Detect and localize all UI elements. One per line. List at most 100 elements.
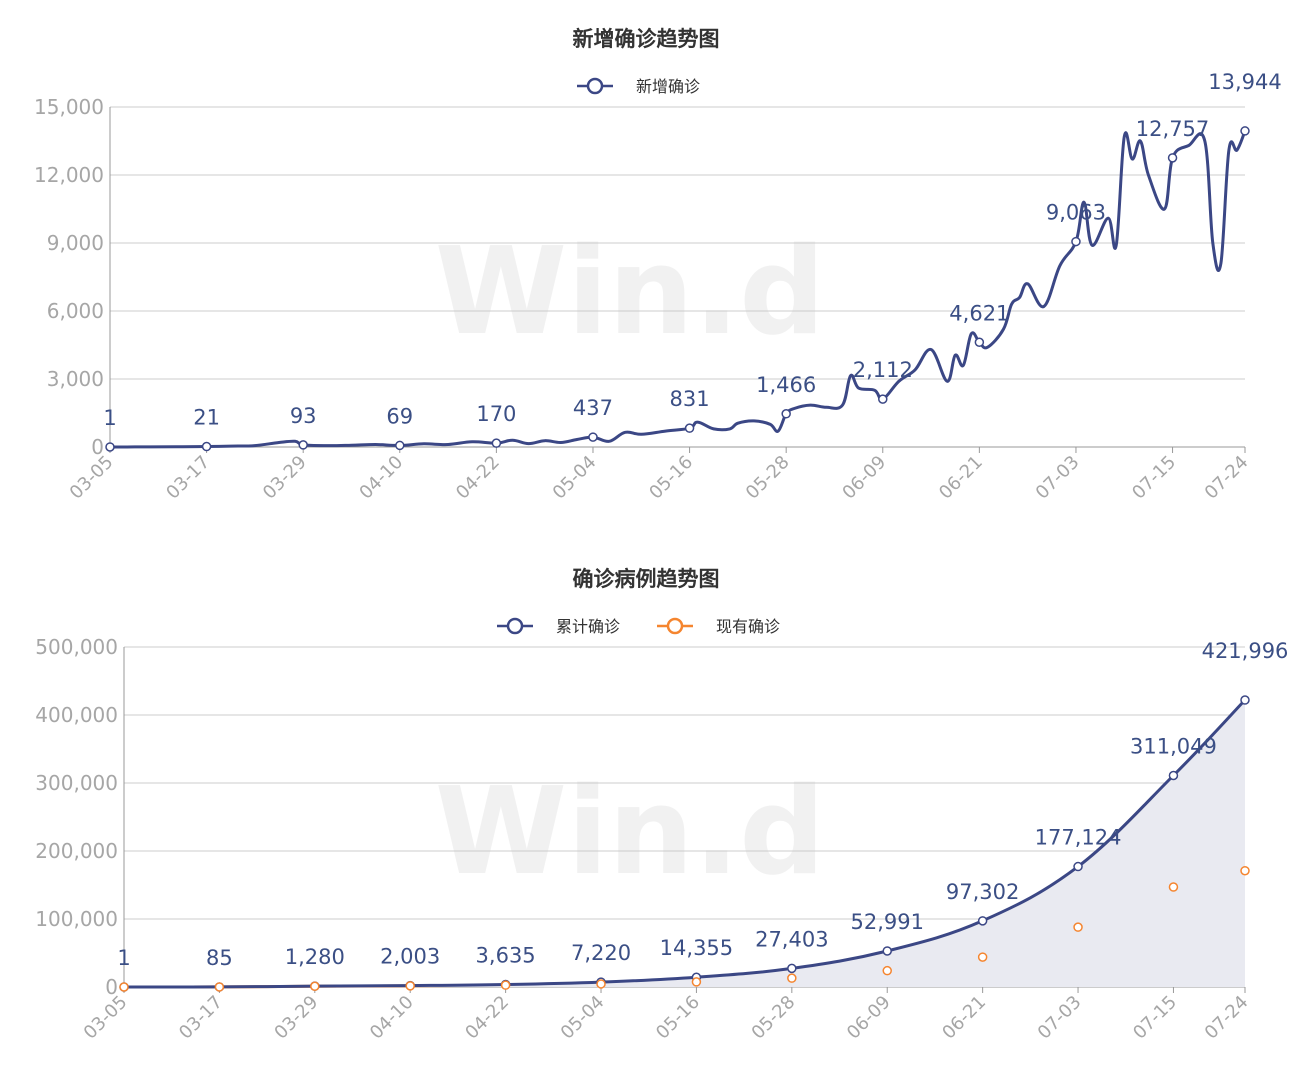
watermark: Win.d [435, 223, 825, 362]
y-tick-label: 500,000 [35, 635, 118, 659]
series [109, 130, 1247, 449]
data-label: 93 [290, 404, 317, 428]
data-label: 1 [103, 406, 116, 430]
data-label: 14,355 [660, 936, 733, 960]
data-label: 170 [476, 402, 516, 426]
data-point[interactable] [310, 981, 320, 992]
data-point[interactable] [298, 440, 308, 450]
data-point[interactable] [787, 963, 797, 974]
data-label: 2,112 [853, 358, 913, 382]
data-point[interactable] [974, 337, 985, 348]
data-labels: 1 21 93 69 170 437 831 1,466 2,112 4,621 9,063 12,7… [103, 70, 1282, 452]
legend-marker [666, 617, 684, 635]
data-label: 3,635 [476, 944, 536, 968]
data-point[interactable] [1240, 865, 1250, 876]
data-point[interactable] [1168, 882, 1179, 892]
x-tick-label: 06-21 [935, 452, 987, 504]
data-point[interactable] [781, 409, 791, 419]
data-label: 21 [193, 406, 220, 430]
x-tick-label: 04-10 [366, 992, 418, 1044]
chart-title: 确诊病例趋势图 [573, 567, 720, 591]
data-labels: 1 85 1,280 2,003 3,635 7,220 14,355 27,403 52,99… [117, 639, 1289, 992]
data-point[interactable] [201, 441, 212, 452]
data-label: 421,996 [1202, 639, 1289, 663]
legend-label: 新增确诊 [636, 77, 700, 96]
data-point[interactable] [691, 977, 702, 987]
data-label: 13,944 [1208, 70, 1281, 94]
y-tick-label: 15,000 [34, 95, 104, 119]
confirmed-cases-chart: Win.d 确诊病例趋势图 累计确诊 现有确诊 0 100,000 200,000 3… [35, 567, 1288, 1044]
x-tick-label: 04-10 [355, 452, 407, 504]
data-label: 1 [117, 946, 130, 970]
data-point[interactable] [878, 394, 888, 404]
legend-marker [586, 77, 604, 95]
x-tick-label: 03-29 [259, 452, 311, 504]
data-point[interactable] [1073, 861, 1083, 872]
y-tick-label: 12,000 [34, 163, 104, 187]
data-label: 69 [386, 404, 413, 428]
data-point[interactable] [500, 980, 511, 990]
new-cases-chart: Win.d 新增确诊趋势图 新增确诊 0 3,000 6,000 9,000 12,00… [34, 27, 1282, 504]
legend[interactable]: 累计确诊 现有确诊 [497, 617, 780, 636]
data-label: 27,403 [755, 927, 828, 951]
data-point[interactable] [405, 981, 415, 991]
y-axis: 0 100,000 200,000 300,000 400,000 500,000 [35, 635, 118, 999]
chart-title: 新增确诊趋势图 [573, 27, 720, 51]
y-tick-label: 0 [105, 975, 118, 999]
legend-marker [506, 617, 524, 635]
series-area [124, 700, 1245, 988]
x-tick-label: 05-16 [645, 452, 697, 504]
data-point[interactable] [588, 432, 598, 442]
data-point[interactable] [977, 952, 988, 962]
legend[interactable]: 新增确诊 [577, 77, 700, 96]
data-point[interactable] [491, 438, 502, 448]
y-tick-label: 100,000 [35, 907, 118, 931]
x-axis: 03-05 03-17 03-29 04-10 04-22 05-04 05-16 05-28… [80, 987, 1253, 1044]
y-tick-label: 400,000 [35, 703, 118, 727]
legend-label-current: 现有确诊 [716, 617, 780, 636]
data-label: 7,220 [571, 941, 631, 965]
data-point[interactable] [395, 440, 405, 451]
data-point[interactable] [214, 982, 225, 992]
x-tick-label: 04-22 [452, 452, 504, 504]
data-label: 97,302 [946, 880, 1019, 904]
data-label: 9,063 [1046, 201, 1106, 225]
data-point[interactable] [105, 442, 115, 452]
x-tick-label: 06-09 [838, 452, 890, 504]
x-tick-label: 05-04 [549, 452, 601, 504]
data-point[interactable] [1240, 126, 1250, 136]
x-tick-label: 07-24 [1201, 992, 1253, 1044]
x-tick-label: 07-24 [1201, 452, 1253, 504]
data-label: 177,124 [1035, 826, 1122, 850]
data-point[interactable] [1071, 236, 1081, 247]
data-point[interactable] [787, 973, 797, 983]
data-label: 52,991 [850, 910, 923, 934]
data-point[interactable] [596, 979, 606, 989]
data-point[interactable] [1167, 153, 1178, 163]
x-tick-label: 03-17 [162, 452, 214, 504]
x-tick-label: 03-05 [66, 452, 118, 504]
data-point[interactable] [882, 965, 892, 976]
y-tick-label: 9,000 [47, 231, 104, 255]
x-tick-label: 05-28 [748, 992, 800, 1044]
x-tick-label: 05-16 [652, 992, 704, 1044]
data-point[interactable] [882, 946, 892, 956]
data-point[interactable] [1240, 695, 1250, 705]
data-label: 1,280 [285, 945, 345, 969]
x-tick-label: 05-28 [742, 452, 794, 504]
x-axis: 03-05 03-17 03-29 04-10 04-22 05-04 05-16 05-28… [66, 447, 1253, 504]
x-tick-label: 03-29 [271, 992, 323, 1044]
data-label: 437 [573, 396, 613, 420]
data-point[interactable] [119, 982, 129, 992]
data-label: 1,466 [756, 373, 816, 397]
x-tick-label: 05-04 [557, 992, 609, 1044]
x-tick-label: 06-09 [843, 992, 895, 1044]
x-tick-label: 04-22 [461, 992, 513, 1044]
data-point[interactable] [1073, 922, 1083, 932]
x-tick-label: 03-17 [175, 992, 227, 1044]
data-point[interactable] [977, 916, 988, 926]
x-tick-label: 07-15 [1128, 452, 1180, 504]
data-point[interactable] [1168, 770, 1179, 781]
data-point[interactable] [684, 423, 695, 433]
